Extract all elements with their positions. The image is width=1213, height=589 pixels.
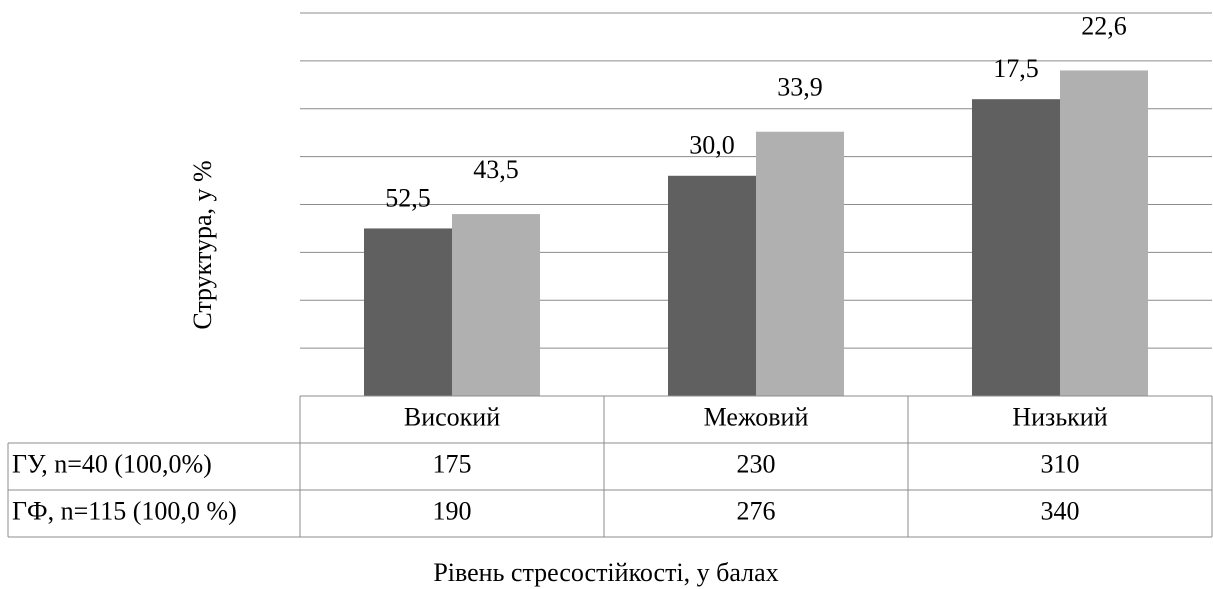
table-value: 310 xyxy=(1041,449,1080,478)
bar xyxy=(364,228,452,396)
table-value: 276 xyxy=(737,496,776,525)
category-label: Межовий xyxy=(704,402,809,431)
bar xyxy=(1060,70,1148,396)
data-label: 43,5 xyxy=(473,155,519,184)
category-label: Низький xyxy=(1012,402,1107,431)
bar xyxy=(668,175,756,396)
data-label: 52,5 xyxy=(385,183,431,212)
data-label: 30,0 xyxy=(689,131,735,160)
data-label: 33,9 xyxy=(777,73,823,102)
table-value: 190 xyxy=(433,496,472,525)
bar xyxy=(972,99,1060,397)
data-label: 17,5 xyxy=(993,54,1039,83)
legend-label: ГФ, n=115 (100,0 %) xyxy=(12,496,237,525)
table-value: 175 xyxy=(433,449,472,478)
x-axis-label: Рівень стресостійкості, у балах xyxy=(433,558,778,587)
data-label: 22,6 xyxy=(1081,11,1127,40)
category-label: Високий xyxy=(404,402,500,431)
y-axis-label: Структура, у % xyxy=(188,160,217,329)
bar xyxy=(452,214,540,396)
table-value: 230 xyxy=(737,449,776,478)
table-value: 340 xyxy=(1041,496,1080,525)
bar xyxy=(756,131,844,397)
legend-label: ГУ, n=40 (100,0%) xyxy=(12,449,212,478)
